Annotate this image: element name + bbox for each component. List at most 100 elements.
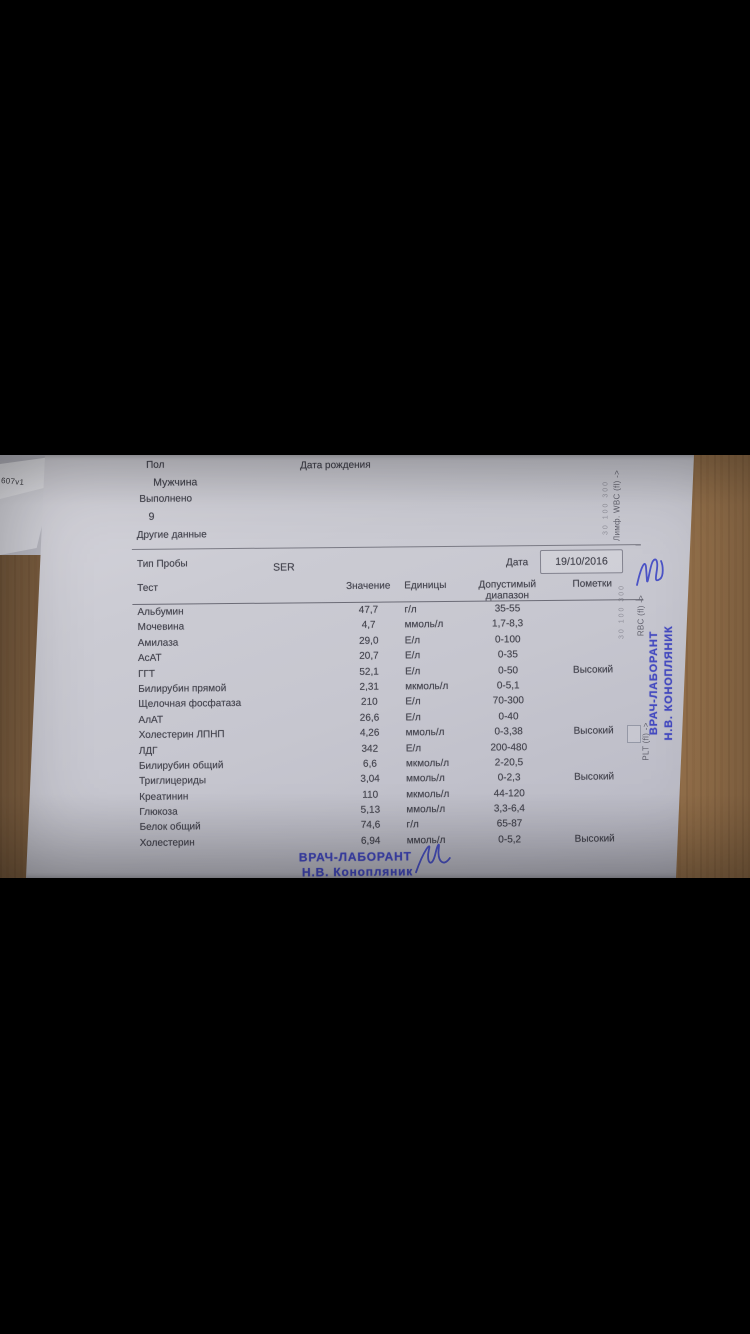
- cell-range: 35-55: [494, 603, 521, 615]
- cell-units: ммоль/л: [406, 773, 445, 785]
- cell-test: Холестерин ЛПНП: [138, 729, 225, 742]
- cell-units: ммоль/л: [406, 804, 446, 816]
- cell-units: ммоль/л: [405, 727, 445, 739]
- col-header-units: Единицы: [404, 579, 447, 592]
- cell-range: 0-5,1: [496, 680, 520, 692]
- sample-type-label: Тип Пробы: [136, 558, 188, 570]
- cell-test: Амилаза: [137, 637, 179, 649]
- cell-note: [549, 787, 639, 788]
- cell-value: 20,7: [359, 650, 379, 662]
- sex-label: Пол: [146, 459, 165, 471]
- date-value: 19/10/2016: [555, 555, 608, 568]
- cell-range: 0-50: [497, 664, 519, 677]
- cell-note: [549, 818, 639, 819]
- cell-units: г/л: [406, 819, 419, 831]
- cell-value: 110: [362, 789, 379, 801]
- cell-note: [549, 741, 639, 742]
- cell-value: 6,94: [360, 835, 381, 847]
- cell-value: 4,7: [361, 620, 376, 632]
- cell-range: 200-480: [490, 741, 528, 754]
- cell-range: 0-5,2: [498, 834, 522, 846]
- cell-test: Креатинин: [139, 791, 189, 803]
- cell-units: Е/л: [405, 696, 421, 708]
- cell-note: [548, 694, 638, 695]
- birthdate-label: Дата рождения: [300, 459, 371, 472]
- cell-range: 65-87: [496, 818, 523, 830]
- cell-test: Холестерин: [139, 837, 195, 849]
- cell-value: 52,1: [359, 666, 379, 678]
- lab-report-content: Пол Мужчина Дата рождения Выполнено 9 Др…: [0, 455, 750, 878]
- histogram-ticks-wbc: 30 100 300: [602, 479, 610, 536]
- sample-type-value: SER: [273, 561, 295, 574]
- cell-value: 2,31: [359, 681, 380, 693]
- sex-value: Мужчина: [153, 476, 198, 489]
- lab-report-photo: 607v1 Пол Мужчина Дата рождения Выполнен…: [0, 455, 750, 878]
- date-box: 19/10/2016: [539, 549, 624, 575]
- doctor-stamp-line2: Н.В. Конопляник: [301, 864, 414, 878]
- cell-value: 26,6: [359, 712, 380, 724]
- doctor-stamp-line1: ВРАЧ-ЛАБОРАНТ: [298, 849, 412, 865]
- cell-units: Е/л: [405, 742, 422, 754]
- cell-test: Триглицериды: [139, 775, 207, 788]
- form-checkbox: [627, 725, 641, 743]
- cell-units: г/л: [404, 604, 417, 616]
- cell-test: Мочевина: [137, 621, 185, 634]
- cell-units: мкмоль/л: [405, 757, 450, 770]
- histogram-label-wbc: Лимф. WBC (fl) ->: [612, 469, 622, 542]
- cell-note: [548, 679, 638, 680]
- performed-value: 9: [148, 510, 155, 523]
- cell-value: 5,13: [360, 804, 381, 816]
- cell-note: Высокий: [573, 725, 614, 737]
- cell-range: 0-100: [494, 634, 521, 646]
- pen-initials-mark: [636, 558, 664, 586]
- cell-note: Высокий: [574, 833, 615, 845]
- doctor-stamp-side: ВРАЧ-ЛАБОРАНТ Н.В. КОНОПЛЯНИК: [648, 625, 675, 741]
- cell-test: Билирубин общий: [138, 760, 224, 772]
- cell-note: [549, 756, 639, 757]
- cell-test: Билирубин прямой: [138, 683, 227, 695]
- cell-note: Высокий: [573, 771, 615, 784]
- cell-range: 0-3,38: [494, 726, 523, 738]
- cell-units: мкмоль/л: [406, 788, 450, 801]
- cell-value: 4,26: [359, 727, 380, 739]
- cell-test: Щелочная фосфатаза: [138, 698, 242, 711]
- cell-value: 210: [360, 696, 378, 709]
- cell-range: 0-2,3: [497, 772, 521, 784]
- cell-value: 342: [361, 743, 379, 755]
- other-data-label: Другие данные: [136, 529, 207, 541]
- cell-test: ГГТ: [138, 668, 156, 680]
- col-header-range: Допустимый диапазон: [478, 579, 537, 602]
- cell-units: Е/л: [404, 635, 421, 647]
- cell-units: Е/л: [404, 650, 421, 662]
- cell-units: ммоль/л: [404, 619, 444, 631]
- cell-units: Е/л: [405, 665, 421, 677]
- cell-test: АсАТ: [137, 652, 162, 665]
- cell-test: АлАТ: [138, 714, 164, 726]
- cell-range: 3,3-6,4: [493, 803, 526, 815]
- cell-range: 2-20,5: [494, 757, 524, 769]
- results-rows: Альбумин 47,7 г/л 35-55 Мочевина 4,7 ммоль/л 1,…: [137, 602, 639, 853]
- col-header-value: Значение: [346, 580, 391, 592]
- cell-range: 70-300: [492, 695, 524, 707]
- cell-test: Белок общий: [139, 821, 201, 834]
- cell-value: 47,7: [358, 604, 379, 616]
- cell-range: 0-40: [498, 711, 519, 723]
- cell-value: 29,0: [358, 635, 379, 647]
- cell-range: 1,7-8,3: [491, 618, 524, 630]
- cell-note: Высокий: [572, 663, 614, 676]
- performed-label: Выполнено: [139, 493, 193, 505]
- histogram-ticks-rbc: 30 100 300: [618, 583, 626, 640]
- cell-test: ЛДГ: [138, 745, 158, 757]
- cell-value: 3,04: [360, 773, 380, 786]
- cell-units: Е/л: [405, 711, 421, 724]
- cell-value: 74,6: [360, 820, 381, 832]
- cell-test: Альбумин: [137, 606, 184, 618]
- cell-value: 6,6: [362, 758, 377, 770]
- document-paper: [26, 455, 694, 878]
- cell-range: 44-120: [493, 787, 525, 800]
- cell-units: мкмоль/л: [405, 680, 449, 693]
- date-label: Дата: [505, 557, 529, 569]
- signature-mark: [415, 843, 451, 874]
- cell-range: 0-35: [497, 649, 518, 661]
